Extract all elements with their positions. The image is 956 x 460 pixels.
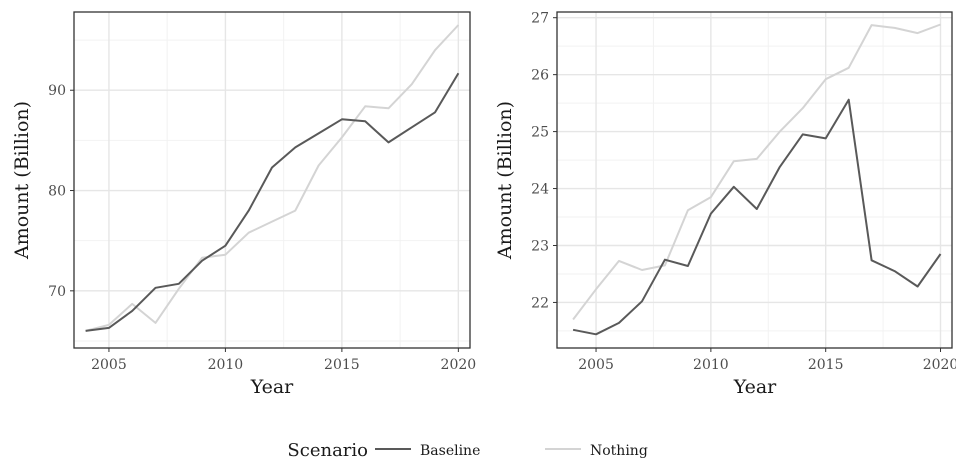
y-tick-label: 22 [531, 295, 549, 311]
y-tick-label: 70 [48, 284, 66, 300]
y-tick-label: 90 [48, 83, 66, 99]
legend-label-nothing: Nothing [590, 443, 648, 459]
series-line-nothing [572, 23, 941, 321]
y-tick-label: 80 [48, 184, 66, 200]
x-tick-label: 2010 [208, 357, 244, 373]
x-tick-label: 2020 [441, 357, 477, 373]
panel-border [556, 11, 953, 349]
series-line-baseline [572, 98, 942, 336]
y-axis-title: Amount (Billion) [11, 101, 33, 260]
y-axis-title: Amount (Billion) [494, 101, 516, 260]
x-axis-title: Year [733, 376, 777, 398]
x-tick-label: 2015 [808, 357, 844, 373]
series-line-baseline [85, 72, 460, 332]
y-tick-label: 23 [531, 238, 549, 254]
legend-label-baseline: Baseline [420, 443, 480, 459]
series-line-nothing [85, 24, 460, 332]
y-tick-label: 26 [531, 68, 549, 84]
x-axis-title: Year [250, 376, 294, 398]
y-tick-label: 27 [531, 11, 549, 27]
x-tick-label: 2020 [923, 357, 956, 373]
panel-border [73, 11, 471, 349]
y-tick-label: 25 [531, 125, 549, 141]
y-tick-label: 24 [531, 182, 549, 198]
legend-title: Scenario [287, 440, 368, 460]
x-tick-label: 2010 [693, 357, 729, 373]
x-tick-label: 2005 [91, 357, 127, 373]
x-tick-label: 2015 [324, 357, 360, 373]
left-panel: 2005 2010 2015 2020 70 80 90 Year Amount (Billio… [11, 11, 477, 398]
legend: Scenario Baseline Nothing [287, 440, 647, 460]
x-tick-label: 2005 [578, 357, 614, 373]
right-panel: 2005 2010 2015 2020 22 23 24 25 26 27 Year Amount (… [494, 11, 956, 398]
